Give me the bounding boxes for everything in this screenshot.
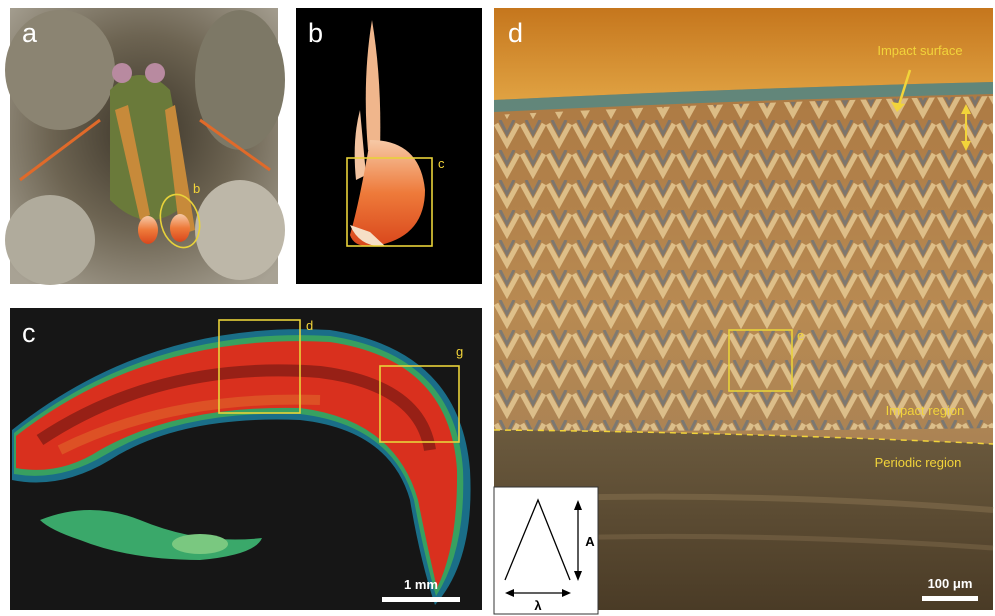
annotation-label: d: [306, 318, 313, 333]
shape: [138, 216, 158, 244]
annotation-label: Periodic region: [875, 455, 962, 470]
panel-label: a: [22, 18, 38, 48]
scale-label: 1 mm: [404, 577, 438, 592]
shape: [195, 180, 285, 280]
annotation-label: e: [797, 328, 804, 343]
shape: [145, 63, 165, 83]
shape: [5, 195, 95, 285]
shape: [494, 96, 993, 431]
panel-label: d: [508, 18, 523, 48]
inset-label: A: [585, 534, 595, 549]
scale-label: 100 μm: [928, 576, 973, 591]
figure: b a c b d g 1 mm c Impact surface e Impa…: [0, 0, 995, 616]
shape: [112, 63, 132, 83]
inset-label: λ: [534, 598, 542, 613]
annotation-label: c: [438, 156, 445, 171]
annotation-label: Impact region: [886, 403, 965, 418]
scale-bar: [382, 597, 460, 602]
shape: [195, 10, 285, 150]
annotation-label: Impact surface: [877, 43, 962, 58]
panel-label: b: [308, 18, 323, 48]
scale-bar: [922, 596, 978, 601]
panel-label: c: [22, 318, 36, 348]
annotation-label: g: [456, 344, 463, 359]
shape: [172, 534, 228, 554]
annotation-label: b: [193, 181, 200, 196]
shape: [170, 214, 190, 242]
